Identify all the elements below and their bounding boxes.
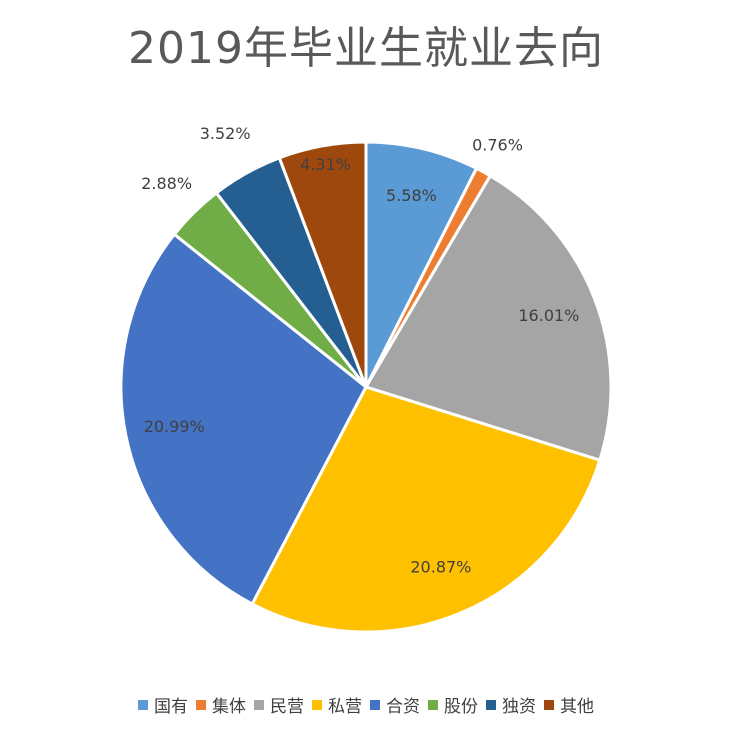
pie-slice-8	[277, 140, 368, 389]
data-label-5: 20.99%	[144, 417, 205, 436]
legend-swatch	[196, 699, 206, 710]
pie-slice-1	[364, 140, 479, 389]
legend-item-6: 股份	[428, 692, 478, 717]
legend-swatch	[254, 699, 264, 710]
legend-label: 私营	[328, 697, 362, 717]
legend-swatch	[312, 699, 322, 710]
data-label-1: 5.58%	[386, 186, 437, 205]
legend-swatch	[428, 699, 438, 710]
data-label-8: 4.31%	[300, 155, 351, 174]
legend-label: 民营	[270, 697, 304, 717]
legend-item-4: 私营	[312, 692, 362, 717]
data-label-2: 0.76%	[472, 136, 523, 155]
legend-item-1: 国有	[138, 692, 188, 717]
legend-swatch	[486, 699, 496, 710]
chart-title: 2019年毕业生就业去向	[128, 23, 604, 74]
legend-label: 集体	[212, 697, 246, 717]
legend-swatch	[370, 699, 380, 710]
data-label-6: 2.88%	[141, 174, 192, 193]
legend-swatch	[138, 699, 148, 710]
legend-item-5: 合资	[370, 692, 420, 717]
pie-chart: 5.58% 0.76% 16.01% 20.87% 20.99% 2.88% 3.52% 4.…	[119, 124, 613, 634]
pie-slice-3	[364, 174, 613, 462]
data-label-7: 3.52%	[200, 124, 251, 143]
legend-label: 合资	[386, 697, 420, 717]
legend-item-7: 独资	[486, 692, 536, 717]
legend-item-3: 民营	[254, 692, 304, 717]
legend-label: 国有	[154, 697, 188, 717]
legend-label: 其他	[560, 697, 594, 717]
legend-label: 独资	[502, 697, 536, 717]
legend-item-8: 其他	[544, 692, 594, 717]
data-label-4: 20.87%	[410, 558, 471, 577]
pie-slice-4	[250, 385, 602, 634]
legend-item-2: 集体	[196, 692, 246, 717]
legend-label: 股份	[444, 697, 478, 717]
legend-swatch	[544, 699, 554, 710]
data-label-3: 16.01%	[518, 306, 579, 325]
pie-slice-5	[119, 232, 368, 606]
chart-legend: 国有 集体 民营 私营 合资 股份 独资 其他	[0, 692, 732, 717]
